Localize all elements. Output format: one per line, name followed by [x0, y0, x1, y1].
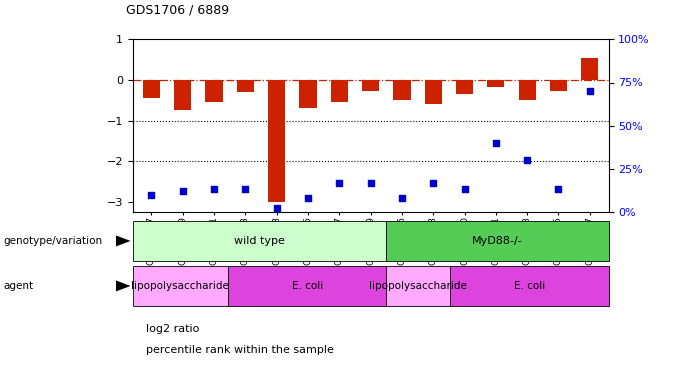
- Text: E. coli: E. coli: [292, 281, 323, 291]
- Bar: [268, 80, 286, 202]
- Point: [553, 186, 564, 192]
- Bar: [174, 80, 191, 110]
- Bar: [550, 80, 567, 92]
- Bar: [519, 80, 536, 100]
- Bar: [424, 80, 442, 104]
- Polygon shape: [116, 280, 131, 292]
- Bar: [299, 80, 317, 108]
- Bar: [362, 80, 379, 92]
- Bar: [133, 221, 386, 261]
- Bar: [450, 266, 609, 306]
- Bar: [133, 266, 228, 306]
- Bar: [330, 80, 348, 102]
- Bar: [237, 80, 254, 92]
- Point: [428, 180, 439, 186]
- Text: agent: agent: [3, 281, 33, 291]
- Bar: [386, 266, 450, 306]
- Text: lipopolysaccharide: lipopolysaccharide: [131, 281, 229, 291]
- Text: genotype/variation: genotype/variation: [3, 236, 103, 246]
- Text: lipopolysaccharide: lipopolysaccharide: [369, 281, 467, 291]
- Point: [334, 180, 345, 186]
- Text: MyD88-/-: MyD88-/-: [472, 236, 523, 246]
- Point: [240, 186, 251, 192]
- Point: [584, 88, 595, 94]
- Text: log2 ratio: log2 ratio: [146, 324, 199, 334]
- Bar: [205, 80, 222, 102]
- Point: [459, 186, 470, 192]
- Bar: [488, 80, 505, 87]
- Point: [365, 180, 376, 186]
- Bar: [228, 266, 386, 306]
- Bar: [386, 221, 609, 261]
- Bar: [581, 58, 598, 80]
- Point: [271, 206, 282, 212]
- Point: [490, 140, 501, 146]
- Polygon shape: [116, 236, 131, 247]
- Point: [303, 195, 313, 201]
- Bar: [393, 80, 411, 100]
- Bar: [143, 80, 160, 98]
- Point: [522, 157, 532, 163]
- Text: GDS1706 / 6889: GDS1706 / 6889: [126, 4, 229, 17]
- Point: [146, 192, 157, 198]
- Text: percentile rank within the sample: percentile rank within the sample: [146, 345, 334, 355]
- Point: [209, 186, 220, 192]
- Point: [396, 195, 407, 201]
- Point: [177, 188, 188, 194]
- Text: E. coli: E. coli: [513, 281, 545, 291]
- Bar: [456, 80, 473, 94]
- Text: wild type: wild type: [234, 236, 285, 246]
